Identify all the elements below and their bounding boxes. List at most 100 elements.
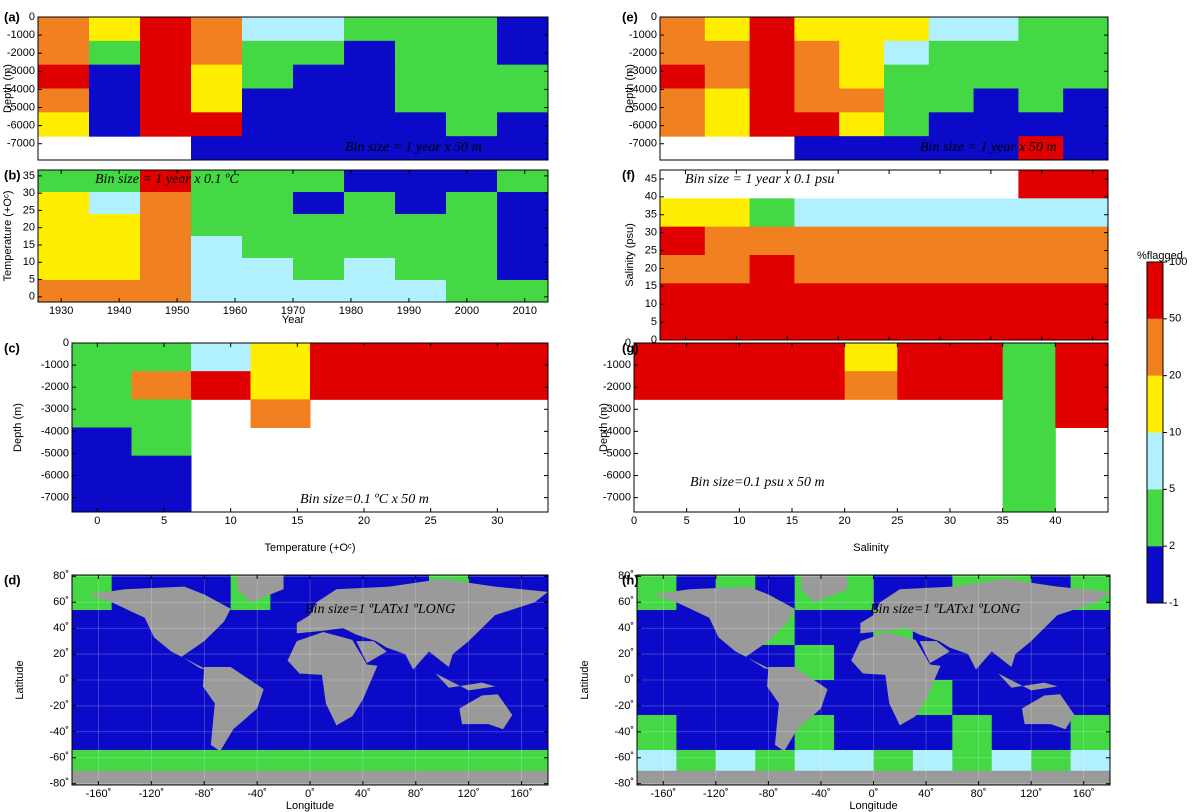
y-tick-label: -5000 [603, 447, 631, 459]
heat-cell [293, 258, 345, 281]
heat-cell [749, 198, 795, 228]
heat-cell [446, 17, 498, 42]
heat-cell [38, 258, 90, 281]
heat-cell [1018, 112, 1064, 137]
heat-cell [230, 610, 271, 646]
y-tick-label: -1000 [629, 29, 657, 41]
x-tick-label: 1980 [339, 305, 363, 317]
heat-cell [508, 610, 548, 646]
heat-cell [739, 371, 793, 400]
y-tick-label: -5000 [629, 101, 657, 113]
heat-cell [242, 136, 294, 160]
heat-cell [89, 17, 141, 42]
land [459, 694, 513, 730]
heat-cell [242, 258, 294, 281]
y-tick-label: -20˚ [614, 700, 634, 712]
y-tick-label: 0 [651, 334, 657, 346]
y-tick-label: -80˚ [614, 778, 634, 790]
heat-cell [446, 64, 498, 89]
heat-cell [884, 40, 930, 66]
heat-cell [1063, 17, 1108, 42]
y-tick-label: 40˚ [53, 622, 69, 634]
heat-cell [140, 280, 192, 302]
heat-cell [928, 255, 975, 284]
heat-cell [1070, 610, 1110, 646]
y-axis-label: Depth (m) [598, 403, 610, 452]
heat-cell [38, 40, 90, 66]
heat-cell [497, 170, 548, 193]
heat-cell [1055, 371, 1108, 400]
y-tick-label: -3000 [41, 403, 69, 415]
colorbar-segment [1147, 262, 1163, 319]
heat-cell [1018, 255, 1064, 284]
heat-cell [131, 455, 192, 485]
y-tick-label: 20˚ [53, 648, 69, 660]
heat-cell [395, 88, 447, 113]
heat-cell [749, 112, 795, 137]
heat-cell [749, 226, 795, 256]
heat-cell [344, 192, 396, 215]
annotation: Bin size = 1 year x 50 m [920, 140, 1057, 155]
heat-cell [344, 136, 396, 160]
x-tick-label: -160˚ [650, 788, 676, 800]
heat-cell [270, 715, 311, 751]
heat-cell [395, 40, 447, 66]
heat-cell [1018, 88, 1064, 113]
heat-cell [508, 680, 548, 716]
heat-cell [749, 17, 795, 42]
heat-cell [446, 88, 498, 113]
land [1021, 694, 1075, 730]
heat-cell [72, 399, 132, 428]
heat-cell [884, 64, 930, 89]
heat-cell [242, 88, 294, 113]
y-tick-label: -1000 [41, 359, 69, 371]
heat-cell [749, 283, 795, 313]
y-tick-label: 30 [23, 187, 35, 199]
heat-cell [293, 136, 345, 160]
heat-cell [928, 64, 975, 89]
y-tick-label: 20 [23, 222, 35, 234]
y-tick-label: 80˚ [53, 570, 69, 582]
heat-cell [715, 715, 756, 751]
annotation: Bin size=1 ºLATx1 ºLONG [305, 602, 455, 617]
annotation: Bin size = 1 year x 50 m [345, 140, 482, 155]
annotation: Bin size=0.1 ºC x 50 m [300, 492, 429, 507]
heat-cell [1018, 311, 1064, 340]
heat-cell [344, 88, 396, 113]
y-tick-label: 0 [63, 337, 69, 349]
heat-cell [140, 214, 192, 237]
heat-cell [89, 280, 141, 302]
heat-cell [488, 343, 548, 372]
heat-cell [749, 64, 795, 89]
heat-cell [637, 715, 677, 751]
heat-cell [794, 17, 840, 42]
heat-cell [395, 192, 447, 215]
y-tick-label: -6000 [603, 469, 631, 481]
heat-cell [191, 88, 243, 113]
panel-label: (e) [622, 9, 638, 24]
heat-cell [973, 17, 1019, 42]
plot-frame [71, 342, 549, 513]
heat-cell [660, 198, 706, 228]
x-tick-label: 1930 [49, 305, 73, 317]
heat-cell [952, 680, 993, 716]
heat-cell [749, 40, 795, 66]
heat-cell [468, 645, 509, 681]
y-tick-label: -5000 [41, 447, 69, 459]
heat-cell [839, 255, 885, 284]
heat-cell [704, 88, 751, 113]
y-tick-label: 0 [651, 11, 657, 23]
plot-frame [659, 169, 1109, 341]
y-tick-label: -40˚ [49, 726, 69, 738]
heat-cell [834, 680, 874, 716]
heat-cell [131, 371, 192, 400]
heat-cell [191, 258, 243, 281]
colorbar-title: %flagged [1137, 250, 1183, 262]
heat-cell [242, 170, 294, 193]
heat-cell [1063, 311, 1108, 340]
x-tick-label: -120˚ [703, 788, 729, 800]
heat-cell [369, 371, 430, 400]
heat-cell [973, 112, 1019, 137]
annotation: Bin size=1 ºLATx1 ºLONG [870, 602, 1020, 617]
heat-cell [497, 192, 548, 215]
